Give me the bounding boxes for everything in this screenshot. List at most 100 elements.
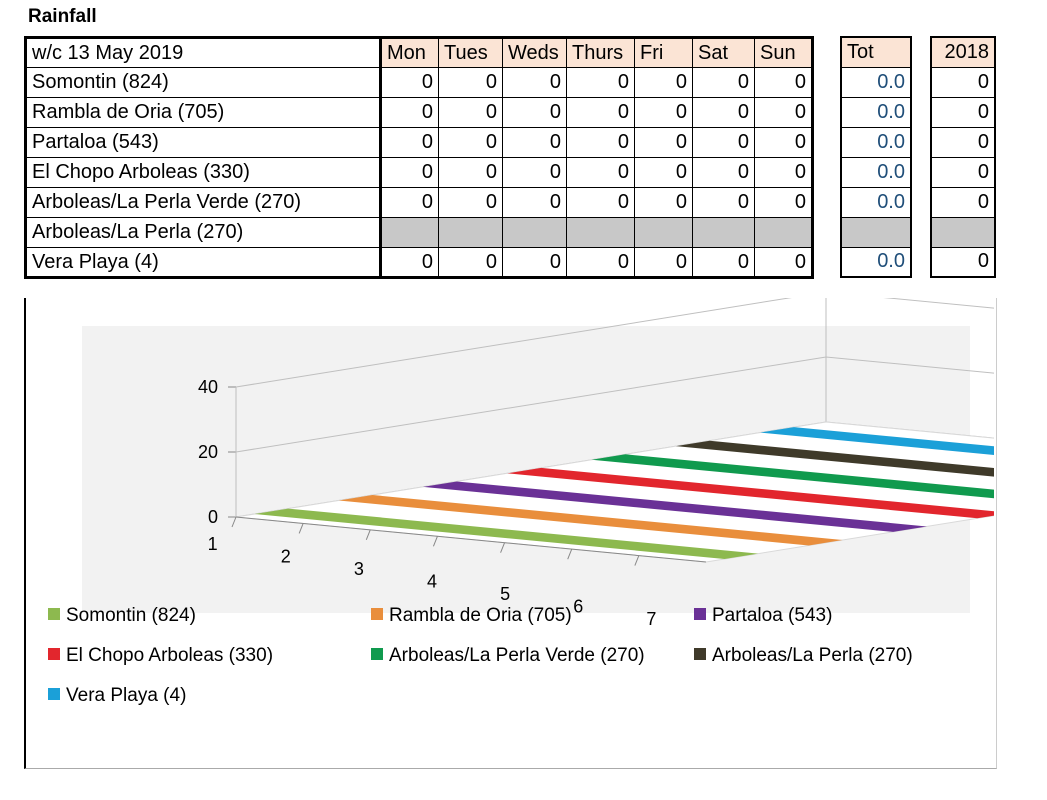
rain-cell[interactable]: 0 [692,187,755,218]
total-cell[interactable] [840,216,912,248]
legend-label: Arboleas/La Perla Verde (270) [389,645,645,666]
legend-swatch [694,607,706,620]
legend-item: Rambla de Oria (705) [371,605,572,627]
legend-label: Vera Playa (4) [66,685,187,706]
station-name-cell[interactable]: El Chopo Arboleas (330) [25,157,382,188]
rain-cell[interactable]: 0 [502,97,567,128]
day-header-mon[interactable]: Mon [380,37,439,68]
week-label-cell[interactable]: w/c 13 May 2019 [25,37,382,68]
rain-cell[interactable]: 0 [502,187,567,218]
legend-label: Rambla de Oria (705) [389,605,572,626]
rain-cell[interactable]: 0 [754,247,813,278]
rain-cell[interactable] [634,217,693,248]
tot-header[interactable]: Tot [840,36,912,68]
prev-year-cell[interactable]: 0 [930,246,996,278]
rain-cell[interactable]: 0 [438,187,503,218]
rain-cell[interactable]: 0 [566,247,635,278]
rain-cell[interactable]: 0 [754,97,813,128]
day-header-tues[interactable]: Tues [438,37,503,68]
prev-year-header[interactable]: 2018 [930,36,996,68]
rain-cell[interactable]: 0 [380,127,439,158]
legend-label: El Chopo Arboleas (330) [66,645,274,666]
rain-cell[interactable]: 0 [502,127,567,158]
x-tick-mark [231,516,237,528]
gridline [235,298,994,388]
station-name-cell[interactable]: Rambla de Oria (705) [25,97,382,128]
total-cell[interactable]: 0.0 [840,186,912,218]
rain-cell[interactable]: 0 [438,247,503,278]
rain-cell[interactable]: 0 [634,97,693,128]
legend-item: Somontin (824) [48,605,196,627]
rain-cell[interactable]: 0 [754,187,813,218]
rain-cell[interactable] [566,217,635,248]
total-cell[interactable]: 0.0 [840,96,912,128]
prev-year-cell[interactable] [930,216,996,248]
rain-cell[interactable]: 0 [566,187,635,218]
day-header-thurs[interactable]: Thurs [566,37,635,68]
rain-cell[interactable]: 0 [502,67,567,98]
rain-cell[interactable]: 0 [380,157,439,188]
rain-cell[interactable]: 0 [380,187,439,218]
rain-cell[interactable]: 0 [754,127,813,158]
station-name-cell[interactable]: Arboleas/La Perla Verde (270) [25,187,382,218]
rain-cell[interactable]: 0 [754,67,813,98]
rain-cell[interactable]: 0 [692,97,755,128]
legend-swatch [48,647,60,660]
x-tick-mark [567,548,573,560]
rain-cell[interactable]: 0 [692,127,755,158]
x-tick-label: 7 [646,609,656,629]
rain-cell[interactable] [692,217,755,248]
x-tick-label: 1 [208,534,218,554]
rain-cell[interactable]: 0 [566,127,635,158]
total-cell[interactable]: 0.0 [840,156,912,188]
rain-cell[interactable]: 0 [566,157,635,188]
rain-cell[interactable]: 0 [502,247,567,278]
rain-cell[interactable]: 0 [438,127,503,158]
rain-cell[interactable]: 0 [634,127,693,158]
legend-swatch [694,647,706,660]
rain-cell[interactable]: 0 [566,67,635,98]
day-header-sun[interactable]: Sun [754,37,813,68]
sheet-title: Rainfall [28,6,97,27]
rain-cell[interactable]: 0 [438,157,503,188]
station-name-cell[interactable]: Arboleas/La Perla (270) [25,217,382,248]
rain-cell[interactable]: 0 [692,247,755,278]
total-cell[interactable]: 0.0 [840,126,912,158]
rain-cell[interactable]: 0 [380,67,439,98]
rain-cell[interactable] [502,217,567,248]
rain-cell[interactable]: 0 [566,97,635,128]
rain-cell[interactable]: 0 [380,247,439,278]
total-cell[interactable]: 0.0 [840,246,912,278]
rain-cell[interactable]: 0 [438,97,503,128]
total-cell[interactable]: 0.0 [840,66,912,98]
day-header-weds[interactable]: Weds [502,37,567,68]
rain-cell[interactable]: 0 [634,187,693,218]
prev-year-cell[interactable]: 0 [930,96,996,128]
y-tick-label: 20 [198,442,218,462]
rain-cell[interactable]: 0 [692,67,755,98]
rain-cell[interactable]: 0 [502,157,567,188]
rain-cell[interactable]: 0 [692,157,755,188]
prev-year-cell[interactable]: 0 [930,186,996,218]
x-tick-label: 5 [500,584,510,604]
rain-cell[interactable]: 0 [754,157,813,188]
table-row: Arboleas/La Perla (270) [25,217,813,248]
rain-cell[interactable]: 0 [438,67,503,98]
table-row: El Chopo Arboleas (330) 0 0 0 0 0 0 0 [25,157,813,188]
rain-cell[interactable]: 0 [634,157,693,188]
rain-cell[interactable]: 0 [380,97,439,128]
rain-cell[interactable] [380,217,439,248]
station-name-cell[interactable]: Partaloa (543) [25,127,382,158]
station-name-cell[interactable]: Somontin (824) [25,67,382,98]
prev-year-cell[interactable]: 0 [930,156,996,188]
series-band-7 [760,427,994,455]
prev-year-cell[interactable]: 0 [930,66,996,98]
rain-cell[interactable]: 0 [634,67,693,98]
day-header-sat[interactable]: Sat [692,37,755,68]
rain-cell[interactable]: 0 [634,247,693,278]
station-name-cell[interactable]: Vera Playa (4) [25,247,382,278]
rain-cell[interactable] [754,217,813,248]
day-header-fri[interactable]: Fri [634,37,693,68]
prev-year-cell[interactable]: 0 [930,126,996,158]
rain-cell[interactable] [438,217,503,248]
